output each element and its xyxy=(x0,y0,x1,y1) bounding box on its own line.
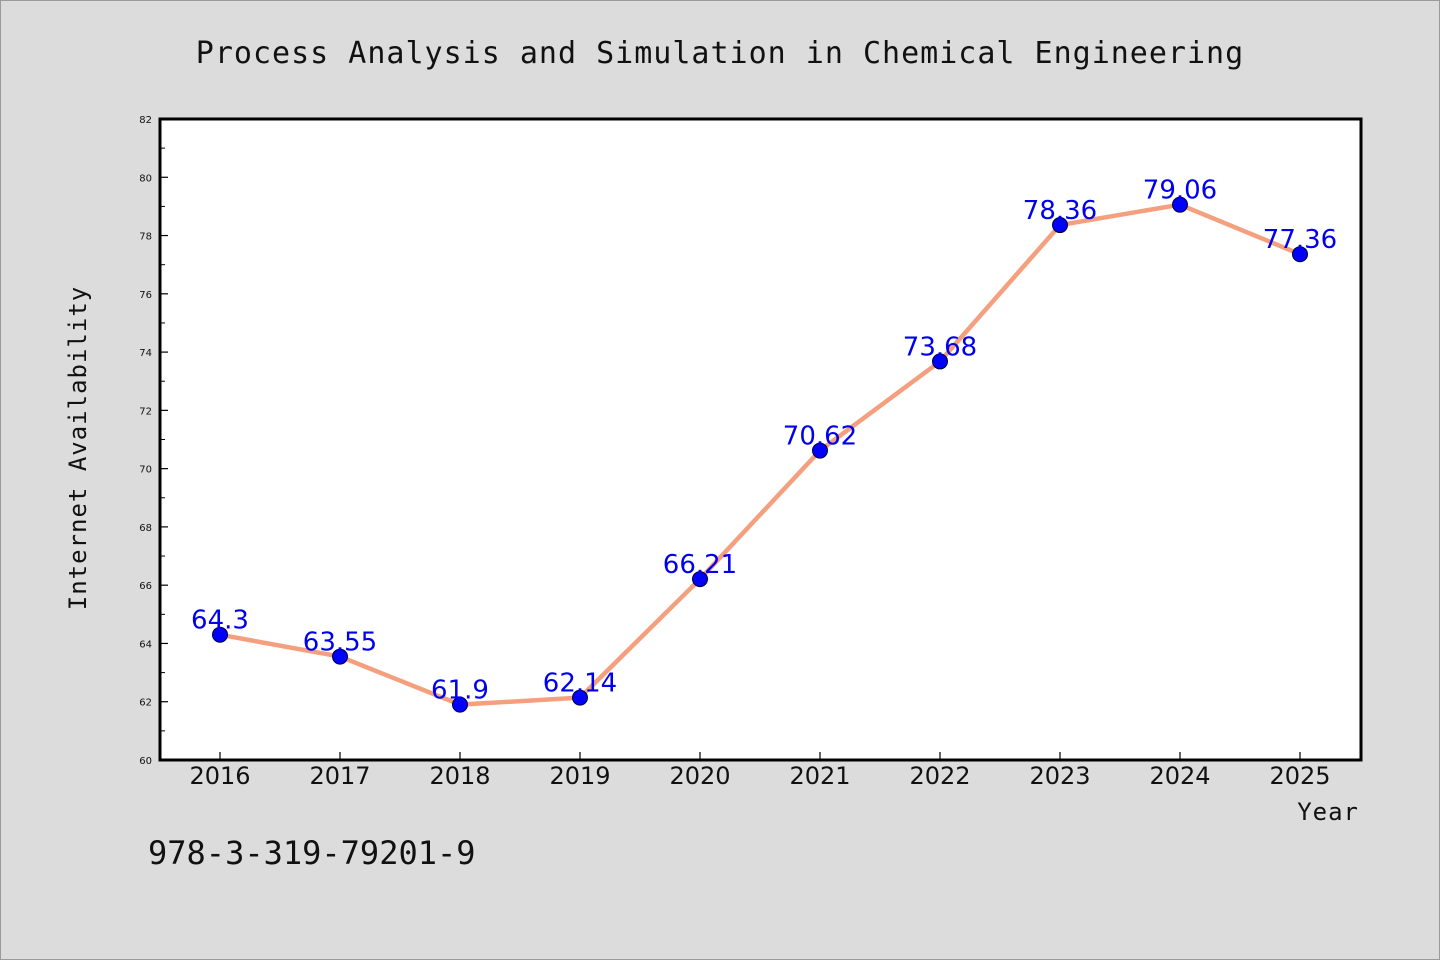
data-label: 79.06 xyxy=(1143,176,1217,206)
y-tick-label: 80 xyxy=(139,173,152,184)
x-axis-label: Year xyxy=(1297,798,1359,826)
y-tick-label: 62 xyxy=(139,698,152,709)
y-tick-label: 70 xyxy=(139,465,152,476)
y-tick-label: 60 xyxy=(139,756,152,767)
y-tick-label: 64 xyxy=(139,639,152,650)
data-label: 66.21 xyxy=(663,550,737,580)
x-tick-label: 2025 xyxy=(1269,762,1330,790)
x-tick-label: 2019 xyxy=(549,762,610,790)
data-label: 61.9 xyxy=(431,676,489,706)
y-tick-label: 72 xyxy=(139,406,152,417)
data-label: 77.36 xyxy=(1263,225,1337,255)
x-tick-label: 2024 xyxy=(1149,762,1210,790)
series-polyline xyxy=(217,202,1303,707)
data-point xyxy=(332,648,348,665)
y-tick-label: 66 xyxy=(139,581,152,592)
plot-area xyxy=(158,117,1363,762)
data-point xyxy=(572,689,588,706)
data-label: 63.55 xyxy=(303,628,377,658)
y-tick-label: 76 xyxy=(139,290,152,301)
x-tick-label: 2022 xyxy=(909,762,970,790)
data-labels: 64.3 63.55 61.9 62.14 66.21 70.62 73.68 78.36 79… xyxy=(191,176,1337,706)
y-tick-label: 82 xyxy=(139,115,152,126)
chart-title: Process Analysis and Simulation in Chemi… xyxy=(196,36,1244,71)
isbn-text: 978-3-319-79201-9 xyxy=(148,834,476,872)
data-label: 73.68 xyxy=(903,332,977,362)
x-tick-label: 2020 xyxy=(669,762,730,790)
y-tick-label: 78 xyxy=(139,232,152,243)
data-point xyxy=(452,696,468,713)
x-tick-label: 2021 xyxy=(789,762,850,790)
data-point xyxy=(812,442,828,459)
y-axis-ticks: 60 62 64 66 68 70 72 74 76 78 80 82 xyxy=(139,115,168,767)
data-point xyxy=(932,353,948,370)
data-label: 70.62 xyxy=(783,422,857,452)
data-point xyxy=(692,571,708,588)
data-label: 64.3 xyxy=(191,606,249,636)
x-tick-label: 2023 xyxy=(1029,762,1090,790)
x-tick-label: 2017 xyxy=(309,762,370,790)
data-point xyxy=(212,626,228,643)
y-axis-label: Internet Availability xyxy=(64,286,92,610)
y-tick-label: 74 xyxy=(139,348,152,359)
data-point xyxy=(1172,196,1188,213)
x-tick-label: 2018 xyxy=(429,762,490,790)
data-label: 78.36 xyxy=(1023,196,1097,226)
x-tick-label: 2016 xyxy=(189,762,250,790)
data-point xyxy=(1052,217,1068,234)
data-point xyxy=(1292,246,1308,263)
data-label: 62.14 xyxy=(543,669,617,699)
series-markers xyxy=(212,196,1308,713)
series-line xyxy=(217,202,1303,707)
y-tick-label: 68 xyxy=(139,523,152,534)
x-axis-ticks: 2016 2017 2018 2019 2020 2021 2022 2023 2024 2025 xyxy=(189,752,1331,790)
